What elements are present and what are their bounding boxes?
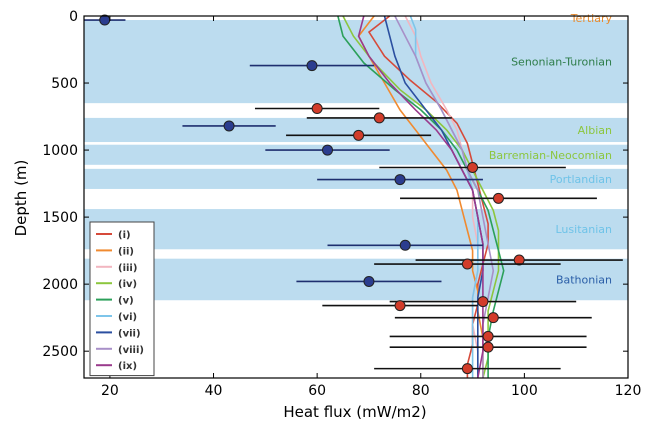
band-label: Bathonian (556, 273, 612, 286)
measurement-point (461, 258, 473, 270)
measurement-point (394, 300, 406, 312)
x-tick-label: 80 (412, 383, 430, 399)
plot-frame (83, 15, 629, 379)
measurement-point (461, 363, 473, 375)
measurement-point (353, 129, 365, 141)
y-axis-ticks: 0 500 1000 1500 2000 2500 (42, 9, 628, 360)
measurement-point (311, 103, 323, 115)
measurement-point (306, 60, 318, 72)
series-line-3 (342, 15, 500, 379)
x-tick-label: 20 (101, 383, 119, 399)
legend-entry: (iii) (118, 263, 137, 274)
stratigraphic-bands (84, 20, 628, 301)
y-tick-label: 0 (69, 9, 78, 25)
measurement-point (394, 174, 406, 186)
legend-entry: (ii) (118, 246, 134, 257)
x-tick-label: 120 (615, 383, 642, 399)
legend-entry: (viii) (118, 345, 144, 356)
measurement-point (513, 254, 525, 266)
y-tick-label: 1500 (42, 210, 78, 226)
band-label: Albian (578, 124, 612, 137)
measurement-point (477, 296, 489, 308)
y-axis-label: Depth (m) (12, 160, 30, 237)
measurement-point (373, 112, 385, 124)
y-tick-label: 2500 (42, 344, 78, 360)
legend-entry: (vi) (118, 312, 137, 323)
band-label: Lusitanian (556, 223, 613, 236)
measurement-point (223, 120, 235, 132)
stratigraphic-band-labels: Tertiary Senonian-Turonian Albian Barremian… (489, 12, 613, 286)
band-label: Senonian-Turonian (511, 56, 612, 69)
y-tick-label: 1000 (42, 143, 78, 159)
measurement-point (482, 330, 494, 342)
measurement-point (487, 312, 499, 324)
heat-flux-measurements (84, 14, 623, 375)
band-1 (84, 20, 628, 104)
y-tick-label: 2000 (42, 277, 78, 293)
band-5 (84, 209, 628, 250)
x-axis-ticks: 20 40 60 80 100 120 (101, 16, 641, 399)
x-tick-label: 60 (308, 383, 326, 399)
legend: (i) (ii) (iii) (iv) (v) (vi) (vii) (viii) (ix) (89, 221, 155, 377)
legend-entry: (v) (118, 296, 134, 307)
x-tick-label: 100 (511, 383, 538, 399)
measurement-point (482, 341, 494, 353)
band-label: Barremian-Neocomian (489, 149, 612, 162)
measurement-point (467, 162, 479, 174)
band-3 (84, 144, 628, 165)
band-label: Tertiary (570, 12, 613, 25)
x-axis-label: Heat flux (mW/m2) (283, 403, 426, 421)
measurement-point (492, 192, 504, 204)
y-tick-label: 500 (51, 76, 78, 92)
x-tick-label: 40 (205, 383, 223, 399)
legend-entry: (vii) (118, 328, 141, 339)
legend-entry: (iv) (118, 279, 137, 290)
band-6 (84, 258, 628, 301)
legend-entry: (i) (118, 230, 131, 241)
legend-entry: (ix) (118, 361, 137, 372)
measurement-point (322, 144, 334, 156)
measurement-point (363, 275, 375, 287)
measurement-point (399, 239, 411, 251)
band-label: Portlandian (550, 173, 612, 186)
